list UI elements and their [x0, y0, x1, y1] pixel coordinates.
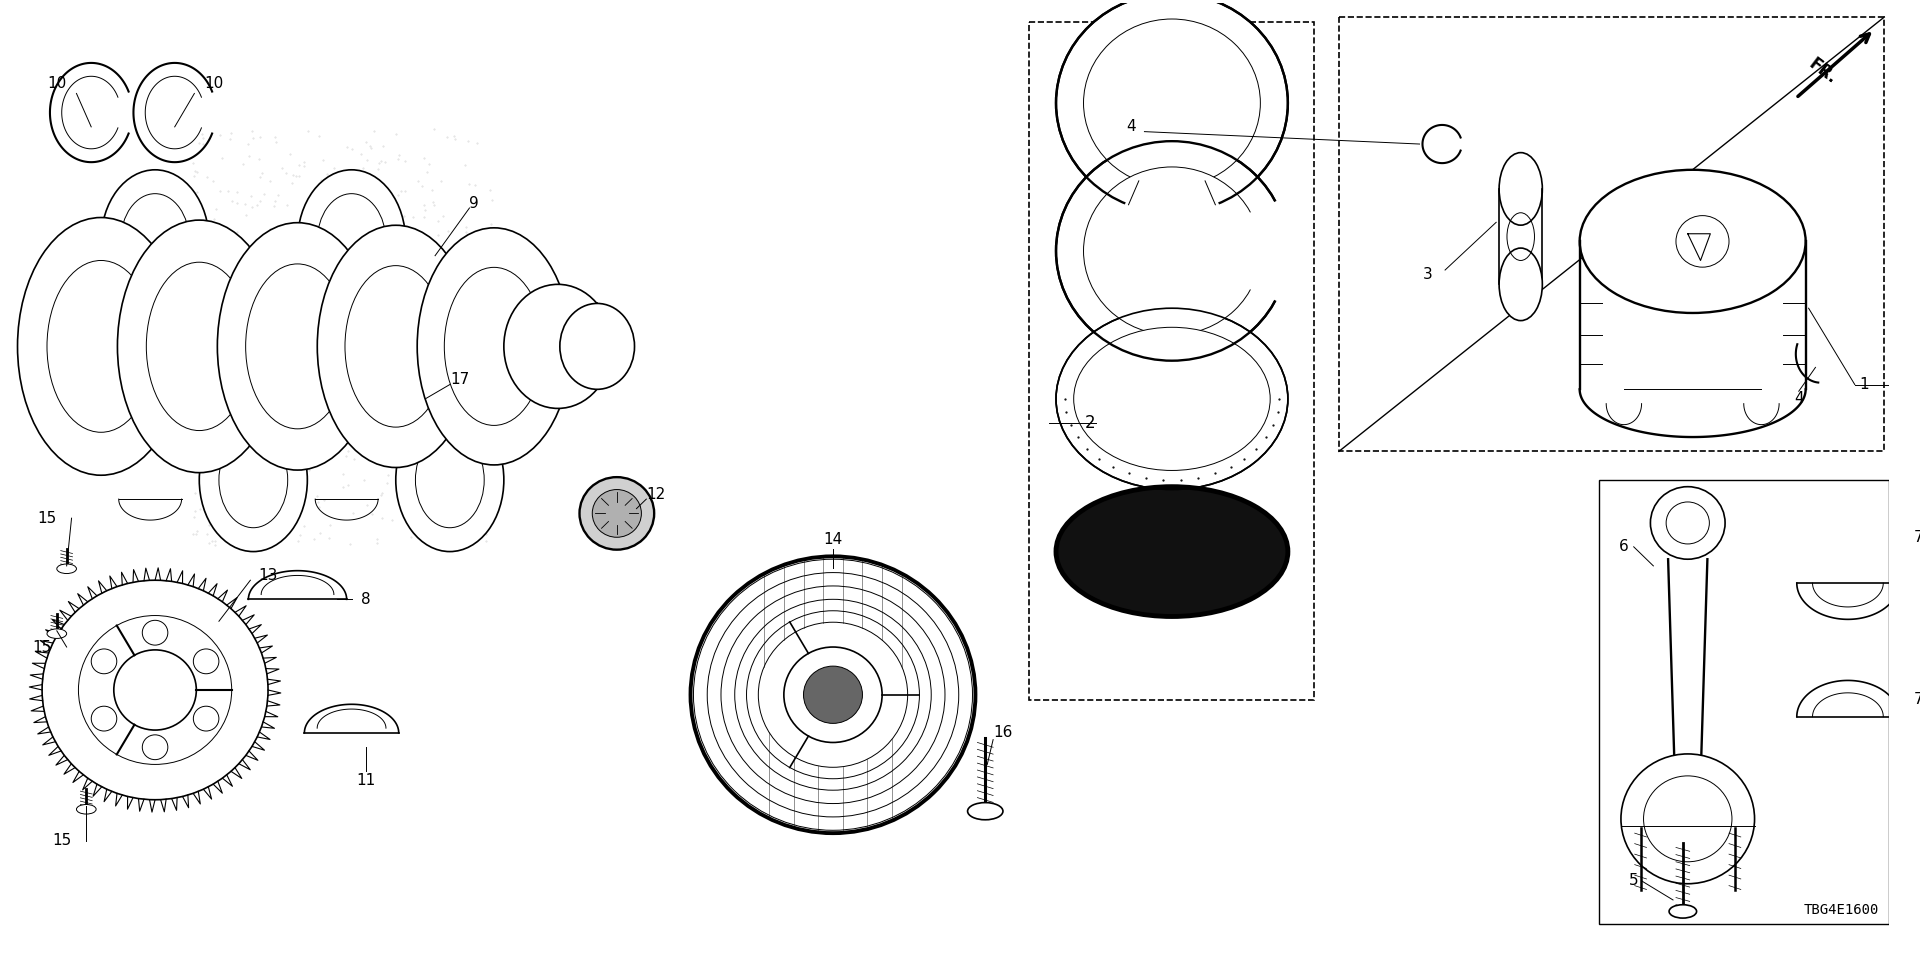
Text: 6: 6 [1619, 540, 1628, 554]
Ellipse shape [46, 629, 67, 638]
Ellipse shape [17, 218, 184, 475]
Circle shape [42, 580, 269, 800]
Ellipse shape [1500, 248, 1542, 321]
Circle shape [142, 620, 167, 645]
Bar [1599, 480, 1889, 924]
Text: 10: 10 [204, 77, 223, 91]
Circle shape [142, 734, 167, 759]
Ellipse shape [1073, 327, 1271, 470]
Ellipse shape [117, 220, 280, 472]
Text: 13: 13 [259, 568, 278, 583]
Ellipse shape [58, 564, 77, 573]
Text: 5: 5 [1628, 874, 1638, 888]
Text: 9: 9 [470, 196, 480, 210]
Ellipse shape [561, 303, 634, 390]
Text: 10: 10 [48, 77, 67, 91]
Ellipse shape [417, 228, 570, 465]
Ellipse shape [200, 408, 307, 552]
Circle shape [1620, 754, 1755, 884]
Circle shape [691, 557, 975, 833]
Ellipse shape [968, 803, 1002, 820]
Ellipse shape [1056, 0, 1288, 213]
Circle shape [194, 707, 219, 731]
Ellipse shape [591, 490, 641, 538]
Bar [1338, 17, 1884, 451]
Ellipse shape [77, 804, 96, 814]
Text: 11: 11 [357, 773, 376, 788]
Ellipse shape [217, 223, 378, 470]
Ellipse shape [1056, 141, 1288, 361]
Circle shape [194, 649, 219, 674]
Ellipse shape [1083, 167, 1260, 335]
Ellipse shape [1500, 153, 1542, 226]
Text: 15: 15 [36, 511, 56, 526]
Text: 3: 3 [1423, 267, 1432, 282]
Text: TBG4E1600: TBG4E1600 [1805, 903, 1880, 917]
Text: 14: 14 [824, 532, 843, 546]
Ellipse shape [503, 284, 612, 408]
Ellipse shape [1580, 170, 1805, 313]
Circle shape [783, 647, 881, 742]
Ellipse shape [580, 477, 655, 550]
Text: 12: 12 [647, 487, 666, 502]
Bar [1029, 22, 1315, 700]
Ellipse shape [102, 170, 209, 313]
Circle shape [92, 707, 117, 731]
Text: 16: 16 [993, 726, 1012, 740]
Text: 2: 2 [1085, 414, 1096, 432]
Circle shape [1676, 216, 1730, 267]
Ellipse shape [1056, 487, 1288, 616]
Text: 4: 4 [1125, 119, 1135, 134]
Text: 8: 8 [361, 591, 371, 607]
Circle shape [113, 650, 196, 730]
Ellipse shape [1668, 904, 1697, 918]
Ellipse shape [396, 408, 503, 552]
Text: 17: 17 [449, 372, 468, 387]
Ellipse shape [1056, 308, 1288, 490]
Text: 7: 7 [1914, 692, 1920, 707]
Text: 15: 15 [52, 833, 71, 849]
Text: FR.: FR. [1805, 55, 1839, 88]
Ellipse shape [1083, 19, 1260, 187]
Circle shape [79, 615, 232, 764]
Circle shape [1651, 487, 1724, 560]
Text: 15: 15 [33, 639, 52, 655]
Circle shape [92, 649, 117, 674]
Circle shape [803, 666, 862, 724]
Ellipse shape [298, 170, 405, 313]
Text: 4: 4 [1793, 392, 1803, 406]
Text: 7: 7 [1914, 530, 1920, 544]
Ellipse shape [317, 226, 474, 468]
Text: 1: 1 [1860, 377, 1870, 392]
